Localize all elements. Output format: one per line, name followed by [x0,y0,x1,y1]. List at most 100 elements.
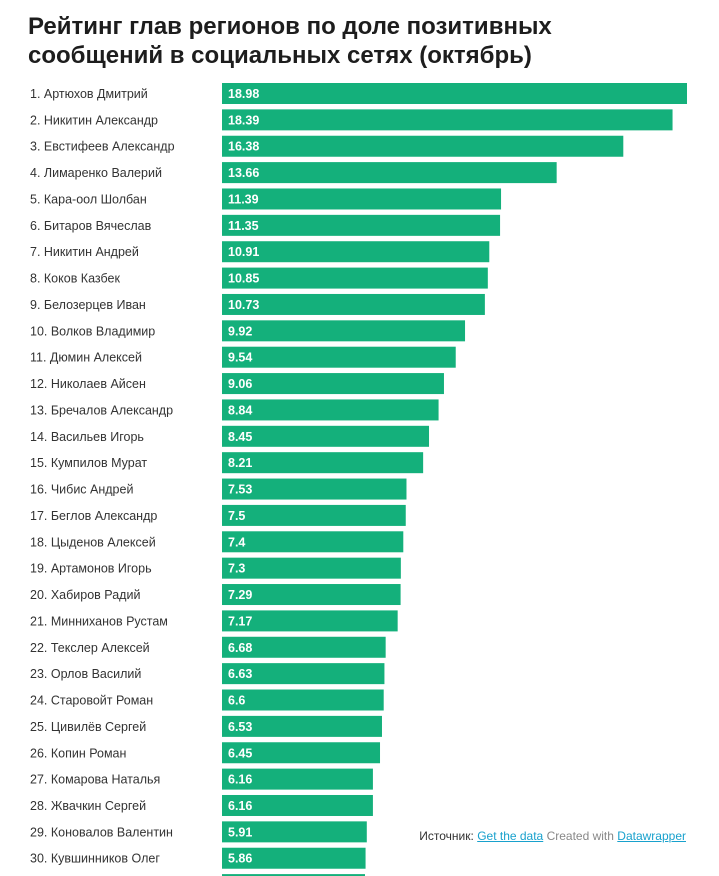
value-label: 7.17 [228,614,252,628]
value-label: 6.63 [228,667,252,681]
category-label: 10. Волков Владимир [30,324,155,338]
value-label: 6.6 [228,694,245,708]
bar-row: 28. Жвачкин Сергей 6.16 [30,794,373,816]
value-label: 8.21 [228,456,252,470]
datawrapper-link[interactable]: Datawrapper [617,829,686,843]
bar [222,663,385,685]
bar-row: 8. Коков Казбек 10.85 [30,267,488,289]
bar-row: 16. Чибис Андрей 7.53 [30,478,407,500]
category-label: 30. Кувшинников Олег [30,852,160,866]
value-label: 5.91 [228,825,252,839]
bar-row: 17. Беглов Александр 7.5 [30,504,406,526]
bar-row: 30. Кувшинников Олег 5.86 [30,847,366,869]
value-label: 11.35 [228,219,259,233]
bar-row: 11. Дюмин Алексей 9.54 [30,346,456,368]
category-label: 18. Цыденов Алексей [30,535,156,549]
value-label: 6.68 [228,641,252,655]
category-label: 5. Кара-оол Шолбан [30,192,147,206]
bar [222,109,673,131]
bar-row: 20. Хабиров Радий 7.29 [30,584,401,606]
bar [222,610,398,632]
bar [222,584,401,606]
value-label: 7.53 [228,483,252,497]
bar [222,241,490,263]
category-label: 29. Коновалов Валентин [30,825,173,839]
category-label: 6. Битаров Вячеслав [30,219,152,233]
bar [222,847,366,869]
bar-cut-off [222,874,365,876]
created-with-label: Created with [546,829,614,843]
value-label: 6.16 [228,773,252,787]
category-label: 8. Коков Казбек [30,272,120,286]
value-label: 11.39 [228,192,259,206]
value-label: 9.06 [228,377,252,391]
category-label: 9. Белозерцев Иван [30,298,146,312]
category-label: 28. Жвачкин Сергей [30,799,146,813]
bar-row: 21. Минниханов Рустам 7.17 [30,610,398,632]
category-label: 22. Текслер Алексей [30,641,150,655]
category-label: 3. Евстифеев Александр [30,140,175,154]
bar [222,794,373,816]
bar-row: 9. Белозерцев Иван 10.73 [30,293,485,315]
bar [222,768,373,790]
bar-row: 29. Коновалов Валентин 5.91 [30,821,367,843]
bar-row: 18. Цыденов Алексей 7.4 [30,531,404,553]
value-label: 5.86 [228,852,252,866]
category-label: 11. Дюмин Алексей [30,351,142,365]
value-label: 8.84 [228,403,252,417]
bar-row: 14. Васильев Игорь 8.45 [30,425,430,447]
bar-row: 23. Орлов Василий 6.63 [30,663,385,685]
value-label: 18.39 [228,113,259,127]
bar [222,452,424,474]
category-label: 27. Комарова Наталья [30,773,160,787]
category-label: 4. Лимаренко Валерий [30,166,162,180]
bar-row: 22. Текслер Алексей 6.68 [30,636,386,658]
category-label: 2. Никитин Александр [30,113,158,127]
bar [222,188,502,210]
value-label: 18.98 [228,87,259,101]
chart-title-line: Рейтинг глав регионов по доле позитивных [28,13,552,40]
category-label: 19. Артамонов Игорь [30,562,152,576]
category-label: 1. Артюхов Дмитрий [30,87,148,101]
bar-row: 10. Волков Владимир 9.92 [30,320,466,342]
category-label: 20. Хабиров Радий [30,588,140,602]
bar-row: 13. Бречалов Александр 8.84 [30,399,439,421]
bar [222,636,386,658]
bar [222,267,488,289]
bar-row: 19. Артамонов Игорь 7.3 [30,557,401,579]
bar [222,320,466,342]
get-the-data-link[interactable]: Get the data [477,829,544,843]
bar [222,162,557,184]
bar-row: 7. Никитин Андрей 10.91 [30,241,490,263]
bar-row: 15. Кумпилов Мурат 8.21 [30,452,424,474]
category-label: 14. Васильев Игорь [30,430,144,444]
category-label: 25. Цивилёв Сергей [30,720,146,734]
value-label: 10.73 [228,298,259,312]
bar-row: 24. Старовойт Роман 6.6 [30,689,384,711]
bar-row: 6. Битаров Вячеслав 11.35 [30,214,501,236]
bar [222,689,384,711]
value-label: 8.45 [228,430,252,444]
value-label: 10.85 [228,272,259,286]
bar [222,399,439,421]
chart-title: Рейтинг глав регионов по доле позитивных… [28,12,708,70]
bar-row: 3. Евстифеев Александр 16.38 [30,135,624,157]
bar [222,742,381,764]
bar [222,214,501,236]
bar-row: 25. Цивилёв Сергей 6.53 [30,715,382,737]
bar [222,135,624,157]
value-label: 7.5 [228,509,245,523]
value-label: 16.38 [228,140,259,154]
bar-row: 12. Николаев Айсен 9.06 [30,373,444,395]
category-label: 7. Никитин Андрей [30,245,139,259]
value-label: 13.66 [228,166,259,180]
bar-row: 2. Никитин Александр 18.39 [30,109,673,131]
bar [222,425,430,447]
category-label: 23. Орлов Василий [30,667,141,681]
value-label: 6.16 [228,799,252,813]
category-label: 17. Беглов Александр [30,509,157,523]
source-label: Источник: [419,829,474,843]
category-label: 12. Николаев Айсен [30,377,146,391]
bar-row: 1. Артюхов Дмитрий 18.98 [30,83,687,104]
